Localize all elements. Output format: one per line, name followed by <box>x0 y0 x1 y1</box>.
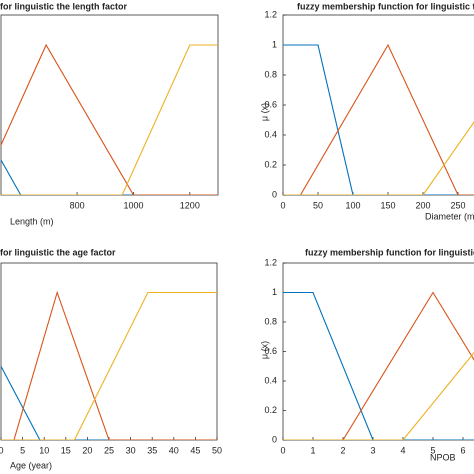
axes-frame <box>282 262 474 441</box>
y-tick-label: 0.8 <box>264 316 277 326</box>
x-tick-label: 4 <box>400 445 405 455</box>
y-tick-label: 0.6 <box>264 346 277 356</box>
x-tick-label: 50 <box>313 200 323 210</box>
x-tick-label: 10 <box>39 445 49 455</box>
chart-title: fuzzy membership function for linguistic… <box>297 1 474 11</box>
x-tick-label: 5 <box>430 445 435 455</box>
chart-title: for linguistic the length factor <box>0 1 127 11</box>
x-tick-label: 25 <box>104 445 114 455</box>
membership-line <box>1 158 218 195</box>
x-tick-label: 1200 <box>180 200 200 210</box>
y-tick-label: 0 <box>272 434 277 444</box>
y-tick-label: 1 <box>272 39 277 49</box>
x-tick-label: 150 <box>380 200 395 210</box>
subplot: for linguistic the length factor Length (… <box>0 1 219 226</box>
y-tick-label: 0.6 <box>264 99 277 109</box>
y-tick-label: 0.4 <box>264 375 277 385</box>
x-tick-label: 50 <box>212 445 222 455</box>
membership-line <box>1 44 218 195</box>
x-tick-label: 5 <box>20 445 25 455</box>
x-tick-label: 35 <box>147 445 157 455</box>
membership-line <box>283 291 474 440</box>
x-axis-label: Diameter (m <box>425 211 474 221</box>
x-tick-label: 800 <box>70 200 85 210</box>
y-tick-label: 0.4 <box>264 129 277 139</box>
x-tick-label: 0 <box>280 445 285 455</box>
y-tick-label: 0.2 <box>264 159 277 169</box>
y-tick-label: 0.8 <box>264 69 277 79</box>
subplot: for linguistic the age factor Age (year) 0… <box>0 247 222 470</box>
x-tick-label: 0 <box>280 200 285 210</box>
x-tick-label: 15 <box>61 445 71 455</box>
membership-line <box>1 290 217 440</box>
membership-line <box>1 365 217 440</box>
axes-frame <box>0 14 219 196</box>
y-axis-label: μ (x) <box>259 103 269 121</box>
x-tick-label: 20 <box>82 445 92 455</box>
x-tick-label: 100 <box>345 200 360 210</box>
subplot: fuzzy membership function for linguistic… <box>259 247 474 462</box>
x-tick-label: 1 <box>310 445 315 455</box>
chart-title: fuzzy membership function for linguistic <box>305 247 474 257</box>
x-axis-label: Length (m) <box>10 216 54 226</box>
x-tick-label: 2 <box>340 445 345 455</box>
axes-frame <box>0 262 218 441</box>
x-tick-label: 0 <box>0 445 4 455</box>
x-tick-label: 250 <box>450 200 465 210</box>
membership-line <box>1 291 217 440</box>
x-tick-label: 6 <box>460 445 465 455</box>
subplot: fuzzy membership function for linguistic… <box>259 1 474 221</box>
x-tick-label: 45 <box>190 445 200 455</box>
y-tick-label: 1 <box>272 287 277 297</box>
y-tick-label: 0 <box>272 189 277 199</box>
membership-line <box>283 291 474 440</box>
x-axis-label: Age (year) <box>10 460 52 470</box>
x-tick-label: 40 <box>169 445 179 455</box>
membership-line <box>283 43 474 195</box>
x-axis-label: NPOB <box>430 452 456 462</box>
membership-line <box>283 44 474 195</box>
membership-line <box>1 43 218 195</box>
chart-title: for linguistic the age factor <box>0 247 116 257</box>
x-tick-label: 30 <box>126 445 136 455</box>
x-tick-label: 200 <box>415 200 430 210</box>
y-tick-label: 1.2 <box>264 257 277 267</box>
x-tick-label: 3 <box>370 445 375 455</box>
y-tick-label: 1.2 <box>264 9 277 19</box>
membership-line <box>283 351 474 440</box>
x-tick-label: 1000 <box>123 200 143 210</box>
y-axis-label: μ (x) <box>259 341 269 359</box>
membership-line <box>283 121 474 195</box>
y-tick-label: 0.2 <box>264 405 277 415</box>
